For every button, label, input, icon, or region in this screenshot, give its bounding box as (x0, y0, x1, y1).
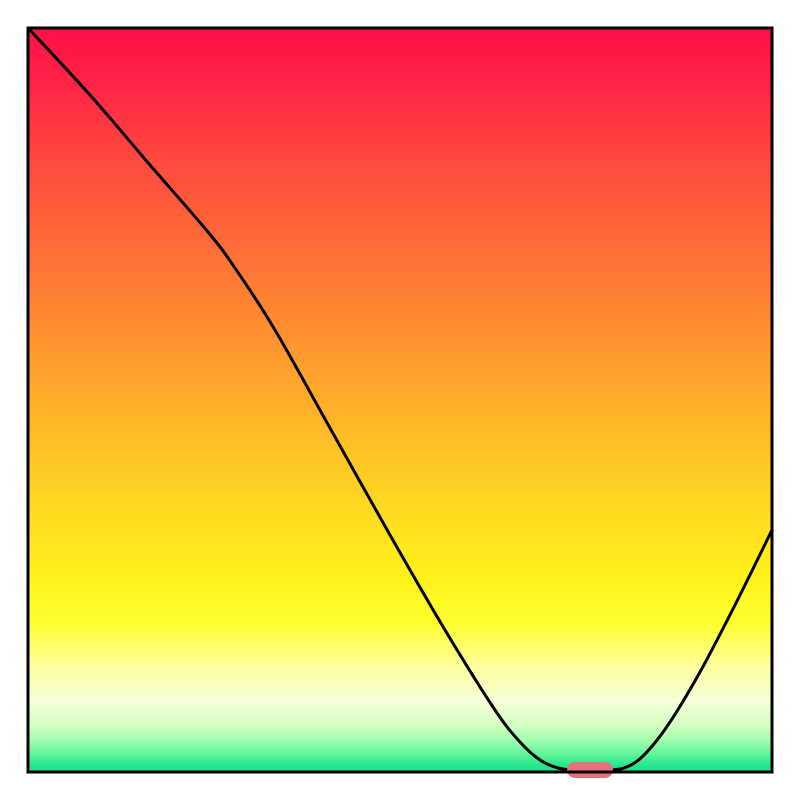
optimum-marker (567, 762, 613, 778)
chart-svg (0, 0, 800, 800)
chart-container: TheBottleneck.com (0, 0, 800, 800)
plot-background (28, 28, 772, 772)
